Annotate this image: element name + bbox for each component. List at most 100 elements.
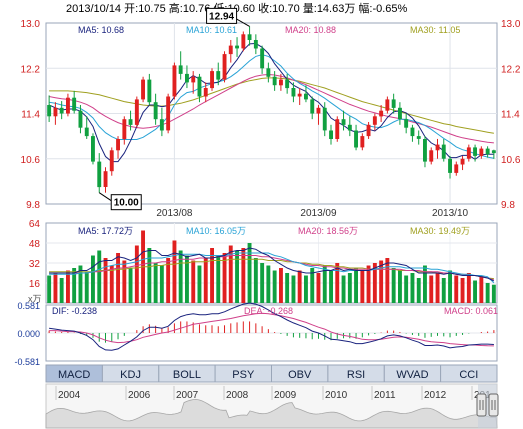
volume-bar [485,283,490,303]
volume-y-axis: 64 48 32 16 [29,219,41,290]
volume-bar [398,270,402,303]
candle-body [84,127,89,137]
volume-ma-label: MA5: 17.72万 [78,226,133,236]
macd-value-label: MACD: 0.061 [444,306,498,316]
tab-macd[interactable]: MACD [45,364,103,383]
candle-body [473,147,477,156]
volume-unit: x万 [28,294,42,304]
candle-body [272,76,277,86]
candle-body [122,119,127,139]
volume-ma-label: MA20: 18.56万 [298,226,358,236]
volume-bar [460,278,465,303]
price-tick-right: 10.6 [501,155,521,166]
volume-bar [247,243,252,303]
tab-rsi[interactable]: RSI [327,364,385,383]
volume-bar [435,273,440,303]
price-tick-left: 11.4 [21,110,40,121]
volume-tick: 64 [29,219,41,230]
vol-ma5-line [49,247,495,282]
candle-body [316,107,321,114]
volume-bar [297,270,302,303]
volume-bar [185,255,189,303]
header-date: 2013/10/14 [66,3,121,15]
candle-body [197,76,202,97]
volume-bars [47,230,496,304]
candle-body [322,107,327,131]
tab-obv[interactable]: OBV [271,364,329,383]
header-high-label: 高: [169,1,183,15]
volume-bar [260,263,265,303]
header-high: 10.76 [183,3,211,15]
volume-bar [354,268,358,303]
price-ma-legend: MA5: 10.68 MA10: 10.61 MA20: 10.88 MA30: 11… [78,25,460,35]
timeline-navigator[interactable]: 20042006200720082009201020112012201 [45,383,499,429]
price-ma-label: MA20: 10.88 [285,25,336,35]
volume-tick: 48 [29,239,41,250]
volume-bar [316,273,321,303]
volume-bar [448,270,452,303]
volume-bar [103,258,108,303]
timeline-left-handle[interactable] [476,393,487,417]
candle-body [285,79,290,89]
max-callout-value: 12.94 [209,11,234,22]
max-callout-leader [235,17,250,27]
candlesticks [47,26,496,193]
volume-bar [416,278,421,303]
min-callout-leader [98,192,112,202]
price-tick-left: 13.0 [21,19,41,30]
candle-body [429,150,434,162]
candle-body [141,79,145,100]
volume-bar [210,248,214,303]
timeline-year: 2010 [325,390,348,401]
candle-body [341,119,346,125]
candle-body [222,54,227,80]
candle-body [291,88,296,97]
candle-body [391,99,396,108]
volume-bar [304,275,308,303]
timeline-right-handle[interactable] [488,393,499,417]
tab-psy[interactable]: PSY [214,364,273,383]
tab-boll[interactable]: BOLL [158,364,216,383]
candle-body [347,124,352,131]
candle-body [47,105,52,117]
tab-cci[interactable]: CCI [440,364,498,383]
tab-label: OBV [288,369,312,381]
timeline-year: 2009 [274,390,297,401]
indicator-tabs: MACD KDJ BOLL PSY OBV RSI WVAD CCI [45,364,498,383]
price-y-axis-right: 13.0 12.2 11.4 10.6 9.8 [501,19,521,211]
tab-label: WVAD [396,369,428,381]
tab-kdj[interactable]: KDJ [101,364,160,383]
volume-bar [391,268,396,303]
volume-bar [491,284,496,303]
candle-body [66,97,70,114]
header-volume: 14.63万 [317,3,356,15]
candle-body [53,107,58,117]
candle-body [78,110,83,128]
volume-bar [285,273,290,303]
price-tick-right: 9.8 [501,200,515,211]
volume-bar [372,263,377,303]
timeline-year: 2006 [128,390,151,401]
price-x-axis: 2013/08 2013/09 2013/10 [156,208,468,219]
candle-body [228,45,233,55]
price-tick-left: 10.6 [21,155,41,166]
volume-bar [253,258,258,303]
volume-bar [203,258,208,303]
price-tick-right: 11.4 [501,110,520,121]
candle-body [72,97,77,111]
tab-label: CCI [459,369,478,381]
volume-bar [423,265,427,303]
candle-body [441,144,446,159]
candle-body [216,71,221,80]
volume-bar [279,268,283,303]
candle-body [479,148,484,156]
volume-bar [347,273,352,303]
price-callouts: 12.94 10.00 [98,7,250,211]
volume-bar [134,245,139,303]
tab-wvad[interactable]: WVAD [383,364,442,383]
ma30-line [49,77,494,134]
volume-ma-lines [49,247,495,284]
candle-body [247,34,252,40]
candle-body [379,110,384,117]
